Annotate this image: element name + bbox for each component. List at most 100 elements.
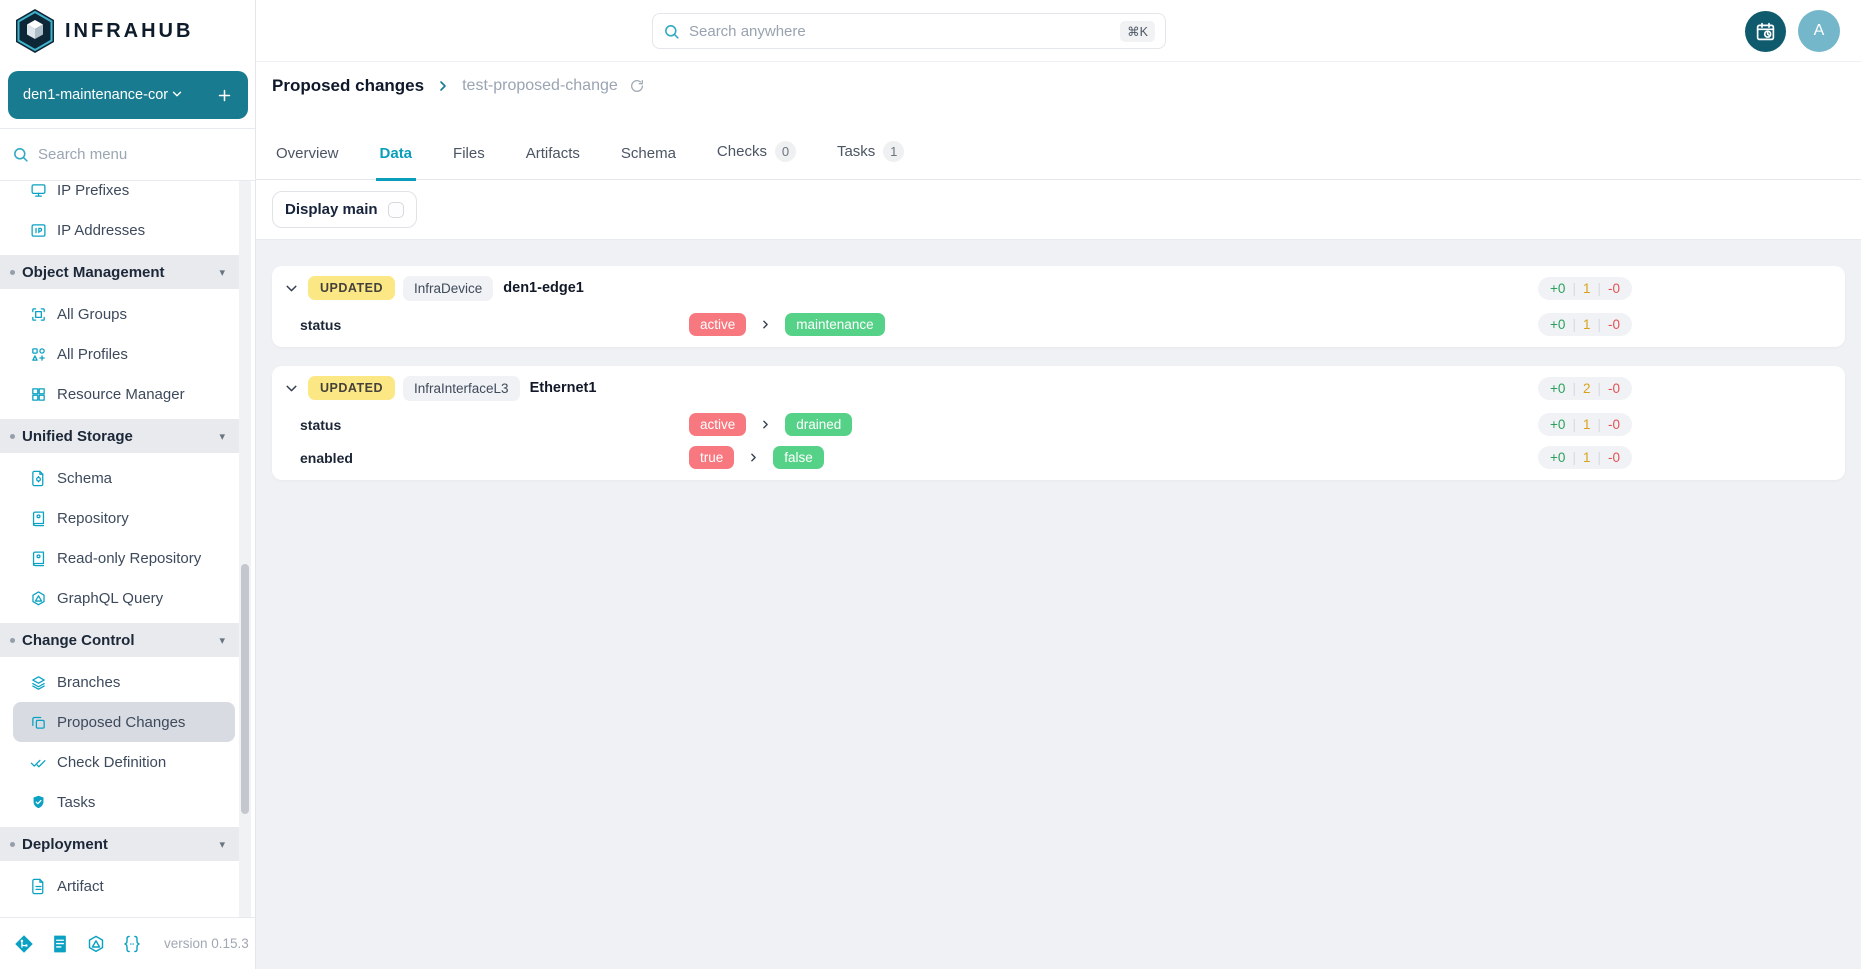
tasks-icon xyxy=(30,794,47,811)
display-main-checkbox[interactable] xyxy=(387,201,404,218)
graphql-playground-icon[interactable] xyxy=(86,934,106,954)
git-icon[interactable] xyxy=(14,934,34,954)
sidebar-scrollbar[interactable] xyxy=(239,181,251,917)
sidebar-item-tasks[interactable]: Tasks xyxy=(13,782,235,822)
sidebar-item-ip-addresses[interactable]: IP Addresses xyxy=(13,210,235,250)
sidebar-item-ip-prefixes[interactable]: IP Prefixes xyxy=(13,181,235,210)
diff-content: UPDATED InfraDevice den1-edge1 +0 | 1 | -0 statu… xyxy=(256,240,1861,969)
new-value-pill: maintenance xyxy=(785,313,885,336)
sidebar-item-label: All Profiles xyxy=(57,345,128,363)
bullet-icon xyxy=(10,637,15,643)
menu-search-input[interactable] xyxy=(38,146,208,163)
tab-count-badge: 0 xyxy=(774,141,796,162)
sidebar-item-label: Proposed Changes xyxy=(57,713,186,731)
value-change: active drained xyxy=(689,413,853,436)
ip-prefixes-icon xyxy=(30,182,47,199)
ip-addresses-icon xyxy=(31,223,46,237)
scrollbar-thumb[interactable] xyxy=(241,564,249,814)
sidebar-item-schema[interactable]: Schema xyxy=(13,458,235,498)
artifact-icon xyxy=(32,878,44,894)
sidebar-item-repository[interactable]: Repository xyxy=(13,498,235,538)
tab-label: Tasks xyxy=(836,143,876,160)
tab-overview[interactable]: Overview xyxy=(272,145,343,179)
tab-data[interactable]: Data xyxy=(375,145,417,181)
tab-checks[interactable]: Checks 0 xyxy=(713,141,800,179)
global-search[interactable]: ⌘K xyxy=(652,13,1166,49)
sidebar-section-object-management[interactable]: Object Management ▾ xyxy=(0,255,239,289)
branch-selector[interactable]: den1-maintenance-cor xyxy=(8,71,248,119)
code-braces-icon[interactable] xyxy=(122,934,142,954)
kind-badge: InfraDevice xyxy=(403,275,494,301)
status-badge: UPDATED xyxy=(308,276,395,300)
sidebar-item-branches[interactable]: Branches xyxy=(13,662,235,702)
sidebar-menu: IP Prefixes IP Addresses Object Management… xyxy=(0,181,239,906)
updated-count: 1 xyxy=(1582,317,1591,332)
infrahub-logo-icon xyxy=(16,9,54,53)
sidebar-item-resource-manager[interactable]: Resource Manager xyxy=(13,374,235,414)
bullet-icon xyxy=(10,433,15,439)
sidebar-item-graphql-query[interactable]: GraphQL Query xyxy=(13,578,235,618)
new-value-pill: false xyxy=(773,446,824,469)
sidebar-item-label: Tasks xyxy=(57,793,96,811)
brand-name: INFRAHUB xyxy=(65,19,194,42)
chevron-right-icon xyxy=(759,418,772,431)
sidebar-item-all-groups[interactable]: All Groups xyxy=(13,294,235,334)
sidebar-item-read-only-repository[interactable]: Read-only Repository xyxy=(13,538,235,578)
sidebar-item-label: Read-only Repository xyxy=(57,549,202,567)
display-main-toggle[interactable]: Display main xyxy=(272,191,417,228)
caret-down-icon: ▾ xyxy=(219,430,225,443)
tab-files[interactable]: Files xyxy=(449,145,489,179)
chevron-down-icon xyxy=(170,87,184,104)
collapse-chevron-icon[interactable] xyxy=(283,280,300,297)
diff-card-header[interactable]: UPDATED InfraDevice den1-edge1 +0 | 1 | -0 xyxy=(272,268,1845,308)
old-value-pill: active xyxy=(689,313,747,336)
all-groups-icon xyxy=(30,306,47,323)
all-groups-icon xyxy=(32,307,45,321)
graphql-playground-icon xyxy=(88,935,104,952)
sidebar: INFRAHUB den1-maintenance-cor IP Prefixe… xyxy=(0,0,256,969)
avatar[interactable]: A xyxy=(1798,10,1840,52)
global-search-input[interactable] xyxy=(689,22,1112,40)
sidebar-item-artifact[interactable]: Artifact xyxy=(13,866,235,906)
sidebar-search xyxy=(0,129,255,181)
diff-row-status: status active drained +0 | 1 | -0 xyxy=(272,408,1845,441)
tab-artifacts[interactable]: Artifacts xyxy=(522,145,584,179)
time-travel-button[interactable] xyxy=(1745,10,1786,52)
docs-icon[interactable] xyxy=(50,934,70,954)
breadcrumb-section[interactable]: Proposed changes xyxy=(272,76,425,95)
main-area: ⌘K A Proposed changes test-proposed-chan… xyxy=(256,0,1861,969)
tab-label: Artifacts xyxy=(525,145,580,162)
sidebar-item-label: Branches xyxy=(57,673,121,691)
removed-count: -0 xyxy=(1607,417,1620,432)
added-count: +0 xyxy=(1550,450,1566,465)
sidebar-section-unified-storage[interactable]: Unified Storage ▾ xyxy=(0,419,239,453)
tab-schema[interactable]: Schema xyxy=(617,145,680,179)
tab-label: Checks xyxy=(716,143,767,160)
sidebar-item-proposed-changes[interactable]: Proposed Changes xyxy=(13,702,235,742)
diff-counter-pill: +0 | 2 | -0 xyxy=(1538,376,1632,400)
tab-tasks[interactable]: Tasks 1 xyxy=(833,141,908,179)
sidebar-item-label: Resource Manager xyxy=(57,385,185,403)
diff-card-header[interactable]: UPDATED InfraInterfaceL3 Ethernet1 +0 | 2 | -0 xyxy=(272,368,1845,408)
chevron-right-icon xyxy=(747,451,760,464)
sidebar-section-deployment[interactable]: Deployment ▾ xyxy=(0,827,239,861)
collapse-chevron-icon[interactable] xyxy=(283,380,300,397)
refresh-icon[interactable] xyxy=(629,78,645,94)
added-count: +0 xyxy=(1550,380,1566,396)
sidebar-section-label: Object Management xyxy=(22,263,165,281)
diff-counter-pill: +0 | 1 | -0 xyxy=(1538,446,1632,469)
sidebar-section-change-control[interactable]: Change Control ▾ xyxy=(0,623,239,657)
breadcrumb: Proposed changes test-proposed-change xyxy=(256,62,1861,110)
diff-card-den1-edge1: UPDATED InfraDevice den1-edge1 +0 | 1 | -0 statu… xyxy=(272,266,1845,347)
value-change: active maintenance xyxy=(689,313,885,336)
sidebar-item-all-profiles[interactable]: All Profiles xyxy=(13,334,235,374)
schema-icon xyxy=(30,470,47,487)
caret-down-icon: ▾ xyxy=(219,634,225,647)
diff-row-enabled: enabled true false +0 | 1 | -0 xyxy=(272,441,1845,474)
bullet-icon xyxy=(10,269,15,275)
add-branch-button[interactable] xyxy=(216,87,233,104)
chevron-right-icon xyxy=(759,318,772,331)
sidebar-item-check-definition[interactable]: Check Definition xyxy=(13,742,235,782)
check-definition-icon xyxy=(30,754,47,771)
infrahub-logo[interactable]: INFRAHUB xyxy=(0,0,255,62)
